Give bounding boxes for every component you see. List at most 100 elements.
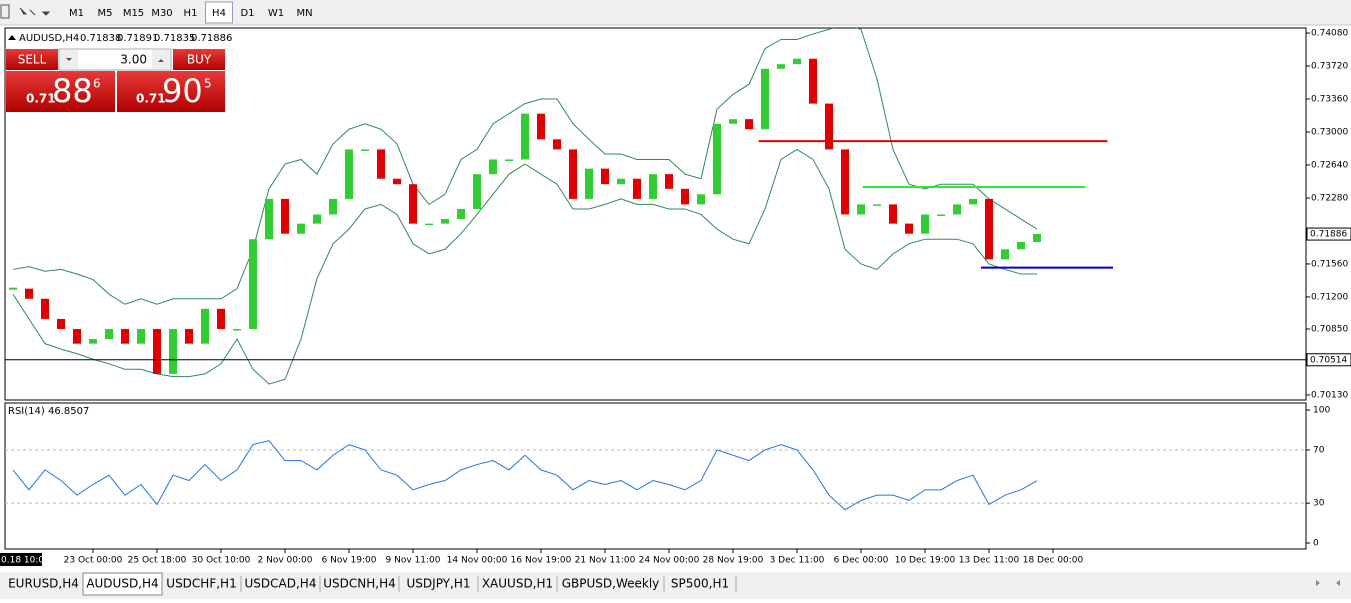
candle: [377, 149, 385, 179]
candle: [521, 113, 529, 160]
candle: [585, 168, 593, 199]
x-tick-label: 3 Dec 11:00: [770, 556, 825, 566]
candle: [249, 239, 257, 329]
tab[interactable]: USDCAD,H4: [245, 577, 317, 591]
x-tick-label: 25 Oct 18:00: [128, 556, 187, 566]
y-tick-label: 0.73360: [1311, 95, 1348, 105]
timeframe[interactable]: M1: [69, 8, 84, 19]
ask-big: 0.71: [136, 92, 166, 106]
rsi-line: [12, 440, 1038, 511]
timeframe[interactable]: D1: [240, 8, 254, 19]
bollinger-upper: [12, 28, 1038, 305]
candle: [1033, 234, 1041, 242]
candle: [761, 68, 769, 130]
candle: [233, 328, 241, 331]
candle: [441, 219, 449, 224]
x-tick-label: 6 Nov 19:00: [322, 556, 377, 566]
timeframe[interactable]: M5: [98, 8, 113, 19]
tab[interactable]: USDJPY,H1: [407, 577, 471, 591]
bid-pips: 88: [52, 72, 93, 110]
candle: [153, 328, 161, 374]
tab[interactable]: AUDUSD,H4: [86, 577, 158, 591]
candle: [473, 174, 481, 209]
tab[interactable]: USDCNH,H4: [323, 577, 396, 591]
candle: [777, 64, 785, 69]
timeframe[interactable]: M30: [151, 8, 172, 19]
rsi-title: RSI(14) 46.8507: [8, 406, 89, 417]
candle: [105, 328, 113, 340]
x-tick-label: 9 Nov 11:00: [386, 556, 441, 566]
price-tag-label: 0.70514: [1310, 355, 1347, 365]
y-tick-label: 0.71560: [1311, 259, 1348, 269]
sell-label: SELL: [18, 53, 47, 67]
tab[interactable]: SP500,H1: [671, 577, 729, 591]
timeframe[interactable]: W1: [268, 8, 284, 19]
tool-icon[interactable]: [0, 4, 10, 19]
candle: [409, 184, 417, 224]
bid-box[interactable]: [6, 71, 115, 112]
ohlc-value: 0.71838: [80, 33, 121, 44]
candle: [505, 159, 513, 161]
y-tick-label: 70: [1313, 445, 1325, 455]
price-pane: [4, 27, 1307, 401]
x-tick-label: 23 Oct 00:00: [64, 556, 123, 566]
candle: [393, 178, 401, 185]
collapse-icon[interactable]: [8, 35, 16, 40]
lots-value: 3.00: [120, 53, 147, 67]
y-tick-label: 0.74080: [1311, 29, 1348, 39]
y-tick-label: 30: [1313, 499, 1325, 509]
candle: [313, 214, 321, 224]
tab[interactable]: EURUSD,H4: [8, 577, 79, 591]
candle: [489, 159, 497, 175]
timeframe[interactable]: MN: [296, 8, 312, 19]
candle: [921, 214, 929, 234]
tool-icon[interactable]: [19, 7, 51, 16]
candle: [665, 174, 673, 189]
timeframe[interactable]: H1: [184, 8, 198, 19]
timeframe[interactable]: H4: [212, 8, 226, 19]
candle: [825, 103, 833, 150]
candle: [537, 113, 545, 140]
candle: [361, 149, 369, 151]
symbol: AUDUSD,H4: [19, 33, 79, 44]
bid-frac: 6: [93, 77, 101, 91]
x-tick-label: 16 Nov 19:00: [511, 556, 572, 566]
candle: [217, 308, 225, 329]
tab[interactable]: GBPUSD,Weekly: [562, 577, 660, 591]
candle: [937, 214, 945, 216]
bid-big: 0.71: [26, 92, 56, 106]
ohlc-value: 0.71835: [154, 33, 195, 44]
candle: [121, 328, 129, 344]
ask-pips: 90: [162, 72, 203, 110]
candle: [697, 194, 705, 205]
buy-button[interactable]: [173, 49, 225, 70]
candle: [25, 288, 33, 299]
last-price-label: 0.71886: [1310, 230, 1347, 240]
tab[interactable]: USDCHF,H1: [166, 577, 236, 591]
ohlc-value: 0.71891: [117, 33, 158, 44]
candle: [873, 204, 881, 206]
lots-input[interactable]: [58, 48, 172, 71]
candle: [617, 178, 625, 185]
x-tick-label: 21 Nov 11:00: [575, 556, 636, 566]
candle: [1017, 241, 1025, 250]
candle: [185, 328, 193, 344]
candle: [713, 123, 721, 195]
last-price-tag: [1306, 227, 1351, 241]
x-tick-label: 14 Nov 00:00: [447, 556, 508, 566]
timeframe[interactable]: M15: [123, 8, 144, 19]
toolbar: [0, 0, 1351, 25]
candle: [73, 328, 81, 344]
tab[interactable]: XAUUSD,H1: [482, 577, 553, 591]
candle: [729, 119, 737, 124]
candle: [969, 198, 977, 205]
candle: [601, 168, 609, 185]
sell-button[interactable]: [6, 49, 58, 70]
candle: [953, 204, 961, 215]
candle: [889, 204, 897, 224]
ask-box[interactable]: [117, 71, 225, 112]
candle: [425, 223, 433, 226]
x-tick-label: 10 Dec 19:00: [895, 556, 956, 566]
candle: [985, 198, 993, 260]
